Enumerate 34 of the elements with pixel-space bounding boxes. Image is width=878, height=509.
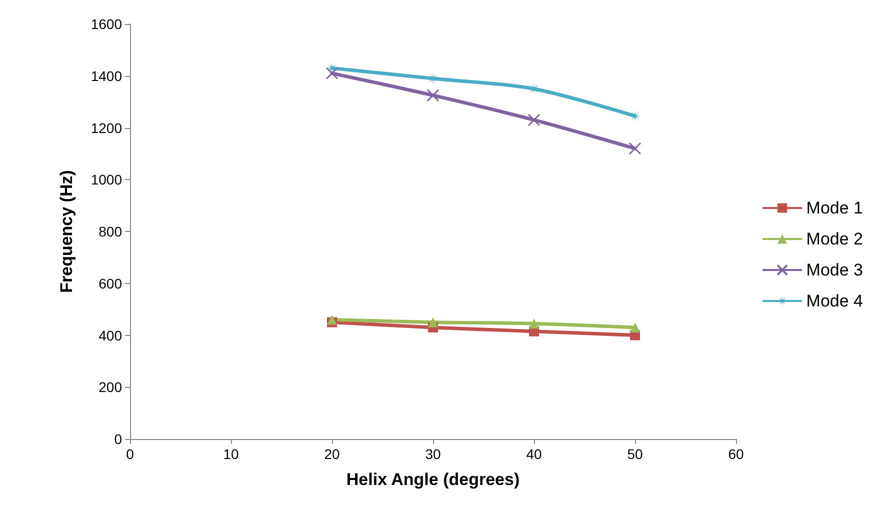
x-tick-label: 60: [728, 446, 744, 462]
point: [528, 114, 540, 126]
x-tick-label: 20: [324, 446, 340, 462]
point: [428, 72, 438, 84]
y-tick-label: 0: [114, 431, 122, 447]
y-tick-label: 1200: [90, 120, 122, 136]
x-tick-label: 10: [223, 446, 239, 462]
point: [326, 67, 338, 80]
point: [630, 322, 640, 332]
y-tick-label: 1000: [90, 172, 122, 188]
y-axis-title: Frequency (Hz): [57, 170, 76, 293]
y-tick-label: 600: [98, 275, 122, 292]
point: [426, 89, 440, 102]
point: [529, 318, 539, 329]
y-tick-label: 1600: [90, 16, 122, 32]
legend-label: Mode 3: [806, 260, 863, 280]
point: [326, 62, 338, 74]
x-axis-title: Helix Angle (degrees): [346, 470, 520, 489]
x-tick-label: 40: [526, 446, 542, 462]
point: [628, 142, 642, 155]
y-tick-label: 1400: [90, 68, 122, 84]
legend-label: Mode 4: [806, 292, 863, 310]
legend-label: Mode 1: [806, 198, 863, 218]
x-tick-label: 0: [126, 446, 134, 462]
point: [528, 83, 540, 94]
y-tick-label: 800: [98, 224, 122, 240]
point: [630, 110, 640, 122]
legend-label: Mode 2: [806, 230, 863, 248]
point: [428, 317, 438, 328]
y-tick-label: 400: [98, 327, 122, 344]
x-tick-label: 30: [425, 446, 441, 462]
y-tick-label: 200: [98, 379, 122, 396]
x-tick-label: 50: [627, 446, 643, 462]
point: [327, 314, 337, 325]
